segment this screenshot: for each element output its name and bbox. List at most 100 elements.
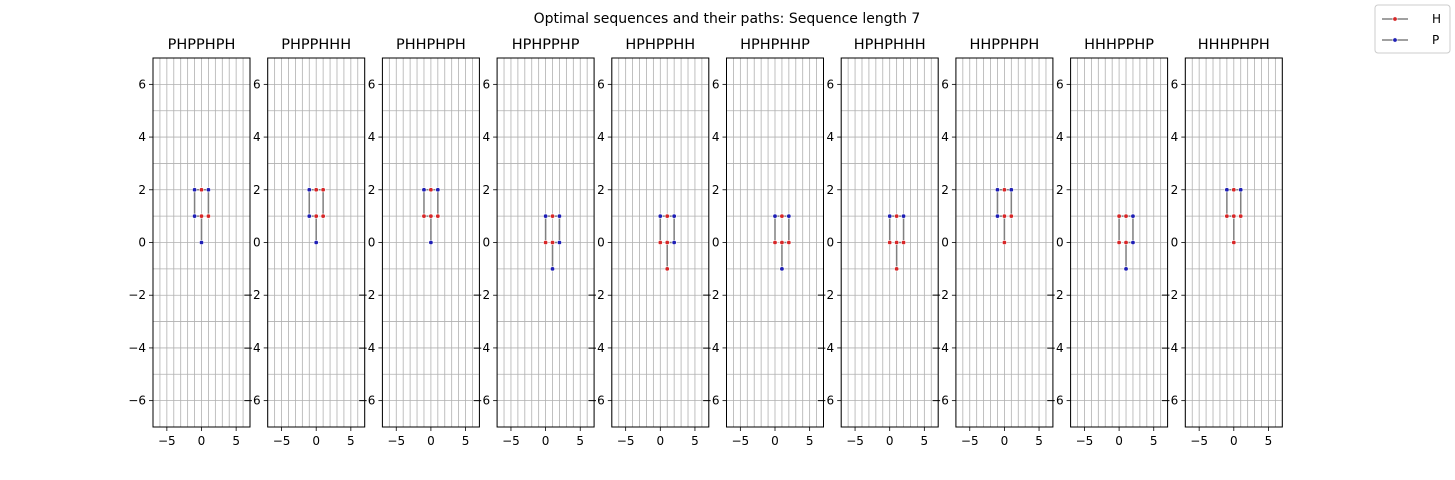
y-tick-label: 0 — [138, 236, 146, 250]
y-tick-label: 6 — [941, 77, 949, 91]
residue-h-point — [664, 240, 670, 246]
residue-h-point — [901, 240, 907, 246]
subplot-grid: PHPPHPH −5 0 5 −6 −4 −2 0 2 4 6 PHPPHHH −5 0 5 −6 −4 −2 0 2… — [128, 37, 1283, 448]
x-tick-label: 5 — [462, 434, 470, 448]
y-tick-label: 2 — [941, 183, 949, 197]
residue-p-point — [306, 187, 312, 193]
residue-h-point — [1116, 213, 1122, 219]
subplot-title: PHPPHHH — [281, 37, 351, 53]
x-tick-label: 5 — [1150, 434, 1158, 448]
residue-h-point — [894, 213, 900, 219]
residue-h-point — [313, 187, 319, 193]
residue-h-point — [1238, 213, 1244, 219]
y-tick-label: 0 — [1056, 236, 1064, 250]
subplot-title: HHHPPHP — [1084, 37, 1154, 53]
y-tick-label: −6 — [128, 394, 146, 408]
x-tick-label: 5 — [691, 434, 699, 448]
y-tick-label: −4 — [358, 341, 376, 355]
residue-p-point — [1238, 187, 1244, 193]
y-tick-label: 4 — [597, 130, 605, 144]
residue-h-point — [772, 240, 778, 246]
y-tick-label: 2 — [1056, 183, 1064, 197]
y-tick-label: 4 — [138, 130, 146, 144]
x-tick-label: 0 — [427, 434, 435, 448]
residue-h-point — [550, 240, 556, 246]
legend-label: H — [1432, 12, 1441, 26]
subplot: HPHPPHP −5 0 5 −6 −4 −2 0 2 4 6 — [472, 37, 595, 448]
y-tick-label: 6 — [597, 77, 605, 91]
grid — [381, 57, 480, 428]
y-tick-label: 0 — [941, 236, 949, 250]
residue-h-point — [199, 213, 205, 219]
x-tick-label: 5 — [1035, 434, 1043, 448]
x-tick-label: −5 — [387, 434, 405, 448]
y-tick-label: 6 — [368, 77, 376, 91]
residue-h-point — [1001, 240, 1007, 246]
x-tick-label: 0 — [1001, 434, 1009, 448]
legend: HP — [1374, 4, 1451, 54]
x-tick-label: −5 — [158, 434, 176, 448]
residue-h-point — [550, 213, 556, 219]
figure-title: Optimal sequences and their paths: Seque… — [534, 11, 921, 27]
residue-p-point — [1130, 240, 1136, 246]
residue-p-point — [192, 213, 198, 219]
y-tick-label: 0 — [253, 236, 261, 250]
x-tick-label: −5 — [1076, 434, 1094, 448]
residue-h-point — [657, 240, 663, 246]
residue-h-point — [205, 213, 211, 219]
residue-h-point — [320, 213, 326, 219]
residue-h-point — [1001, 213, 1007, 219]
y-tick-label: −2 — [128, 288, 146, 302]
residue-h-point — [779, 213, 785, 219]
y-tick-label: −2 — [702, 288, 720, 302]
residue-p-point — [199, 240, 205, 246]
x-tick-label: 5 — [1265, 434, 1273, 448]
y-tick-label: 6 — [253, 77, 261, 91]
y-tick-label: −6 — [816, 394, 834, 408]
y-tick-label: −6 — [702, 394, 720, 408]
residue-p-point — [543, 213, 549, 219]
residue-p-point — [556, 240, 562, 246]
residue-h-point — [1224, 213, 1230, 219]
residue-p-point — [205, 187, 211, 193]
y-tick-label: −2 — [1046, 288, 1064, 302]
subplot-title: HHPPHPH — [969, 37, 1039, 53]
y-tick-label: 6 — [1171, 77, 1179, 91]
residue-p-point — [671, 240, 677, 246]
residue-p-point — [772, 213, 778, 219]
y-tick-label: 0 — [1171, 236, 1179, 250]
residue-h-point — [1231, 213, 1237, 219]
x-tick-label: 0 — [1115, 434, 1123, 448]
residue-h-point — [1001, 187, 1007, 193]
y-tick-label: 0 — [712, 236, 720, 250]
residue-h-point — [435, 213, 441, 219]
y-tick-label: −6 — [1161, 394, 1179, 408]
x-tick-label: 0 — [198, 434, 206, 448]
y-tick-label: 6 — [712, 77, 720, 91]
residue-p-point — [786, 213, 792, 219]
residue-h-point — [313, 213, 319, 219]
residue-p-point — [901, 213, 907, 219]
subplot: HHPPHPH −5 0 5 −6 −4 −2 0 2 4 6 — [931, 37, 1054, 448]
residue-p-point — [671, 213, 677, 219]
residue-h-point — [894, 240, 900, 246]
residue-p-point — [994, 213, 1000, 219]
residue-p-point — [994, 187, 1000, 193]
residue-p-point — [556, 213, 562, 219]
y-tick-label: 2 — [827, 183, 835, 197]
residue-p-point — [192, 187, 198, 193]
x-tick-label: −5 — [1190, 434, 1208, 448]
residue-p-point — [1008, 187, 1014, 193]
residue-p-point — [887, 213, 893, 219]
residue-h-point — [894, 266, 900, 272]
residue-h-point — [543, 240, 549, 246]
y-tick-label: 2 — [712, 183, 720, 197]
y-tick-label: −4 — [931, 341, 949, 355]
subplot: HPHPHHP −5 0 5 −6 −4 −2 0 2 4 6 — [702, 37, 824, 448]
y-tick-label: −4 — [587, 341, 605, 355]
subplot: PHPPHHH −5 0 5 −6 −4 −2 0 2 4 6 — [243, 37, 366, 448]
y-tick-label: −6 — [587, 394, 605, 408]
residue-h-point — [664, 213, 670, 219]
y-tick-label: −6 — [358, 394, 376, 408]
